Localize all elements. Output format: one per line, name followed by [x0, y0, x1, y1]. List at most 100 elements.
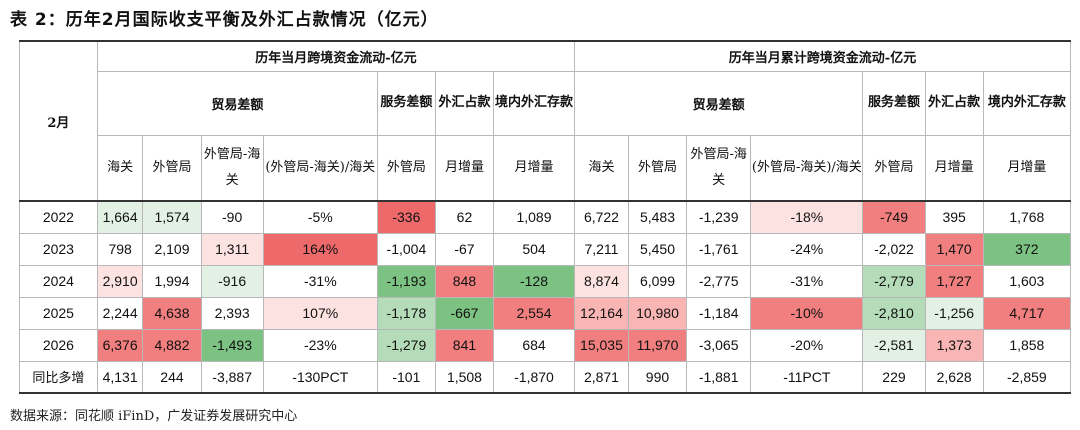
data-cell: 841: [434, 328, 495, 362]
data-cell: 6,099: [627, 264, 688, 298]
fx-flow-table: 2月 历年当月跨境资金流动-亿元 历年当月累计跨境资金流动-亿元 贸易差额 服务…: [19, 40, 1072, 394]
monthly-group-header: 历年当月跨境资金流动-亿元: [96, 40, 576, 72]
data-cell: 798: [96, 232, 144, 266]
data-cell: -1,256: [924, 296, 984, 330]
yoy-cell: -11PCT: [750, 360, 864, 394]
data-cell: -23%: [262, 328, 378, 362]
data-cell: 62: [434, 200, 495, 234]
data-cell: 1,574: [142, 200, 202, 234]
services-safe-subheader: 外管局: [376, 134, 436, 202]
data-cell: 4,638: [142, 296, 202, 330]
data-cell: -1,761: [686, 232, 752, 266]
table-row: 2023 798 2,109 1,311 164% -1,004 -67 504…: [19, 232, 1072, 266]
data-cell: -67: [434, 232, 495, 266]
data-cell: -24%: [750, 232, 864, 266]
safe-subheader-cum: 外管局: [627, 134, 688, 202]
yoy-cell: -130PCT: [262, 360, 378, 394]
customs-subheader: 海关: [96, 134, 144, 202]
data-cell: -667: [434, 296, 495, 330]
row-year: 2023: [19, 232, 98, 266]
data-cell: -1,279: [376, 328, 436, 362]
data-cell: -1,193: [376, 264, 436, 298]
data-cell: 4,717: [982, 296, 1072, 330]
trade-balance-header-cum: 贸易差额: [573, 70, 864, 136]
data-cell: 684: [493, 328, 575, 362]
data-cell: -916: [200, 264, 264, 298]
safe-subheader: 外管局: [142, 134, 202, 202]
yoy-cell: 4,131: [96, 360, 144, 394]
data-cell: 1,373: [924, 328, 984, 362]
fx-funds-header-cum: 外汇占款: [924, 70, 984, 136]
data-cell: -2,779: [862, 264, 926, 298]
data-cell: 2,109: [142, 232, 202, 266]
ratio-subheader-cum: (外管局-海关)/海关: [750, 134, 864, 202]
data-cell: -3,065: [686, 328, 752, 362]
yoy-cell: -1,870: [493, 360, 575, 394]
data-cell: -2,022: [862, 232, 926, 266]
data-cell: 1,994: [142, 264, 202, 298]
yoy-row: 同比多增 4,131 244 -3,887 -130PCT -101 1,508…: [19, 360, 1072, 394]
data-cell: 10,980: [627, 296, 688, 330]
source-note: 数据来源：同花顺 iFinD，广发证券发展研究中心: [10, 409, 298, 424]
row-year: 2026: [19, 328, 98, 362]
ratio-subheader: (外管局-海关)/海关: [262, 134, 378, 202]
data-cell: -2,775: [686, 264, 752, 298]
data-cell: 1,089: [493, 200, 575, 234]
safe-minus-customs-subheader: 外管局-海关: [200, 134, 264, 202]
data-cell: 107%: [262, 296, 378, 330]
data-cell: 504: [493, 232, 575, 266]
domestic-fx-deposit-header-cum: 境内外汇存款: [982, 70, 1072, 136]
yoy-cell: -101: [376, 360, 436, 394]
data-cell: -1,184: [686, 296, 752, 330]
data-cell: -31%: [750, 264, 864, 298]
fx-funds-increase-subheader-cum: 月增量: [924, 134, 984, 202]
deposit-increase-subheader: 月增量: [493, 134, 575, 202]
data-cell: -18%: [750, 200, 864, 234]
data-cell: 8,874: [574, 264, 629, 298]
row-year: 2022: [19, 200, 98, 234]
data-cell: 164%: [262, 232, 378, 266]
data-cell: 7,211: [574, 232, 629, 266]
data-cell: 5,450: [627, 232, 688, 266]
services-header: 服务差额: [376, 70, 436, 136]
yoy-cell: 990: [627, 360, 688, 394]
yoy-cell: 1,508: [434, 360, 495, 394]
yoy-cell: 2,628: [924, 360, 984, 394]
data-cell: 1,603: [982, 264, 1072, 298]
yoy-cell: -3,887: [200, 360, 264, 394]
data-cell: 848: [434, 264, 495, 298]
data-cell: -1,493: [200, 328, 264, 362]
data-cell: 2,910: [96, 264, 144, 298]
data-cell: 6,722: [574, 200, 629, 234]
data-cell: -336: [376, 200, 436, 234]
data-cell: -2,810: [862, 296, 926, 330]
table-row: 2026 6,376 4,882 -1,493 -23% -1,279 841 …: [19, 328, 1072, 362]
data-cell: 1,470: [924, 232, 984, 266]
trade-balance-header: 贸易差额: [96, 70, 378, 136]
data-cell: 5,483: [627, 200, 688, 234]
data-cell: 1,311: [200, 232, 264, 266]
data-cell: -5%: [262, 200, 378, 234]
data-cell: 395: [924, 200, 984, 234]
data-cell: -10%: [750, 296, 864, 330]
table-row: 2024 2,910 1,994 -916 -31% -1,193 848 -1…: [19, 264, 1072, 298]
customs-subheader-cum: 海关: [574, 134, 629, 202]
month-header: 2月: [19, 40, 98, 202]
data-cell: 2,244: [96, 296, 144, 330]
data-cell: -1,239: [686, 200, 752, 234]
data-cell: 6,376: [96, 328, 144, 362]
data-cell: -1,178: [376, 296, 436, 330]
table-row: 2025 2,244 4,638 2,393 107% -1,178 -667 …: [19, 296, 1072, 330]
yoy-cell: 2,871: [574, 360, 629, 394]
services-safe-subheader-cum: 外管局: [862, 134, 926, 202]
fx-funds-increase-subheader: 月增量: [434, 134, 495, 202]
yoy-cell: -2,859: [982, 360, 1072, 394]
data-cell: 11,970: [627, 328, 688, 362]
yoy-cell: 244: [142, 360, 202, 394]
row-year: 2024: [19, 264, 98, 298]
data-cell: 1,858: [982, 328, 1072, 362]
table-row: 2022 1,664 1,574 -90 -5% -336 62 1,089 6…: [19, 200, 1072, 234]
fx-funds-header: 外汇占款: [434, 70, 495, 136]
yoy-label: 同比多增: [19, 360, 98, 394]
safe-minus-customs-subheader-cum: 外管局-海关: [686, 134, 752, 202]
